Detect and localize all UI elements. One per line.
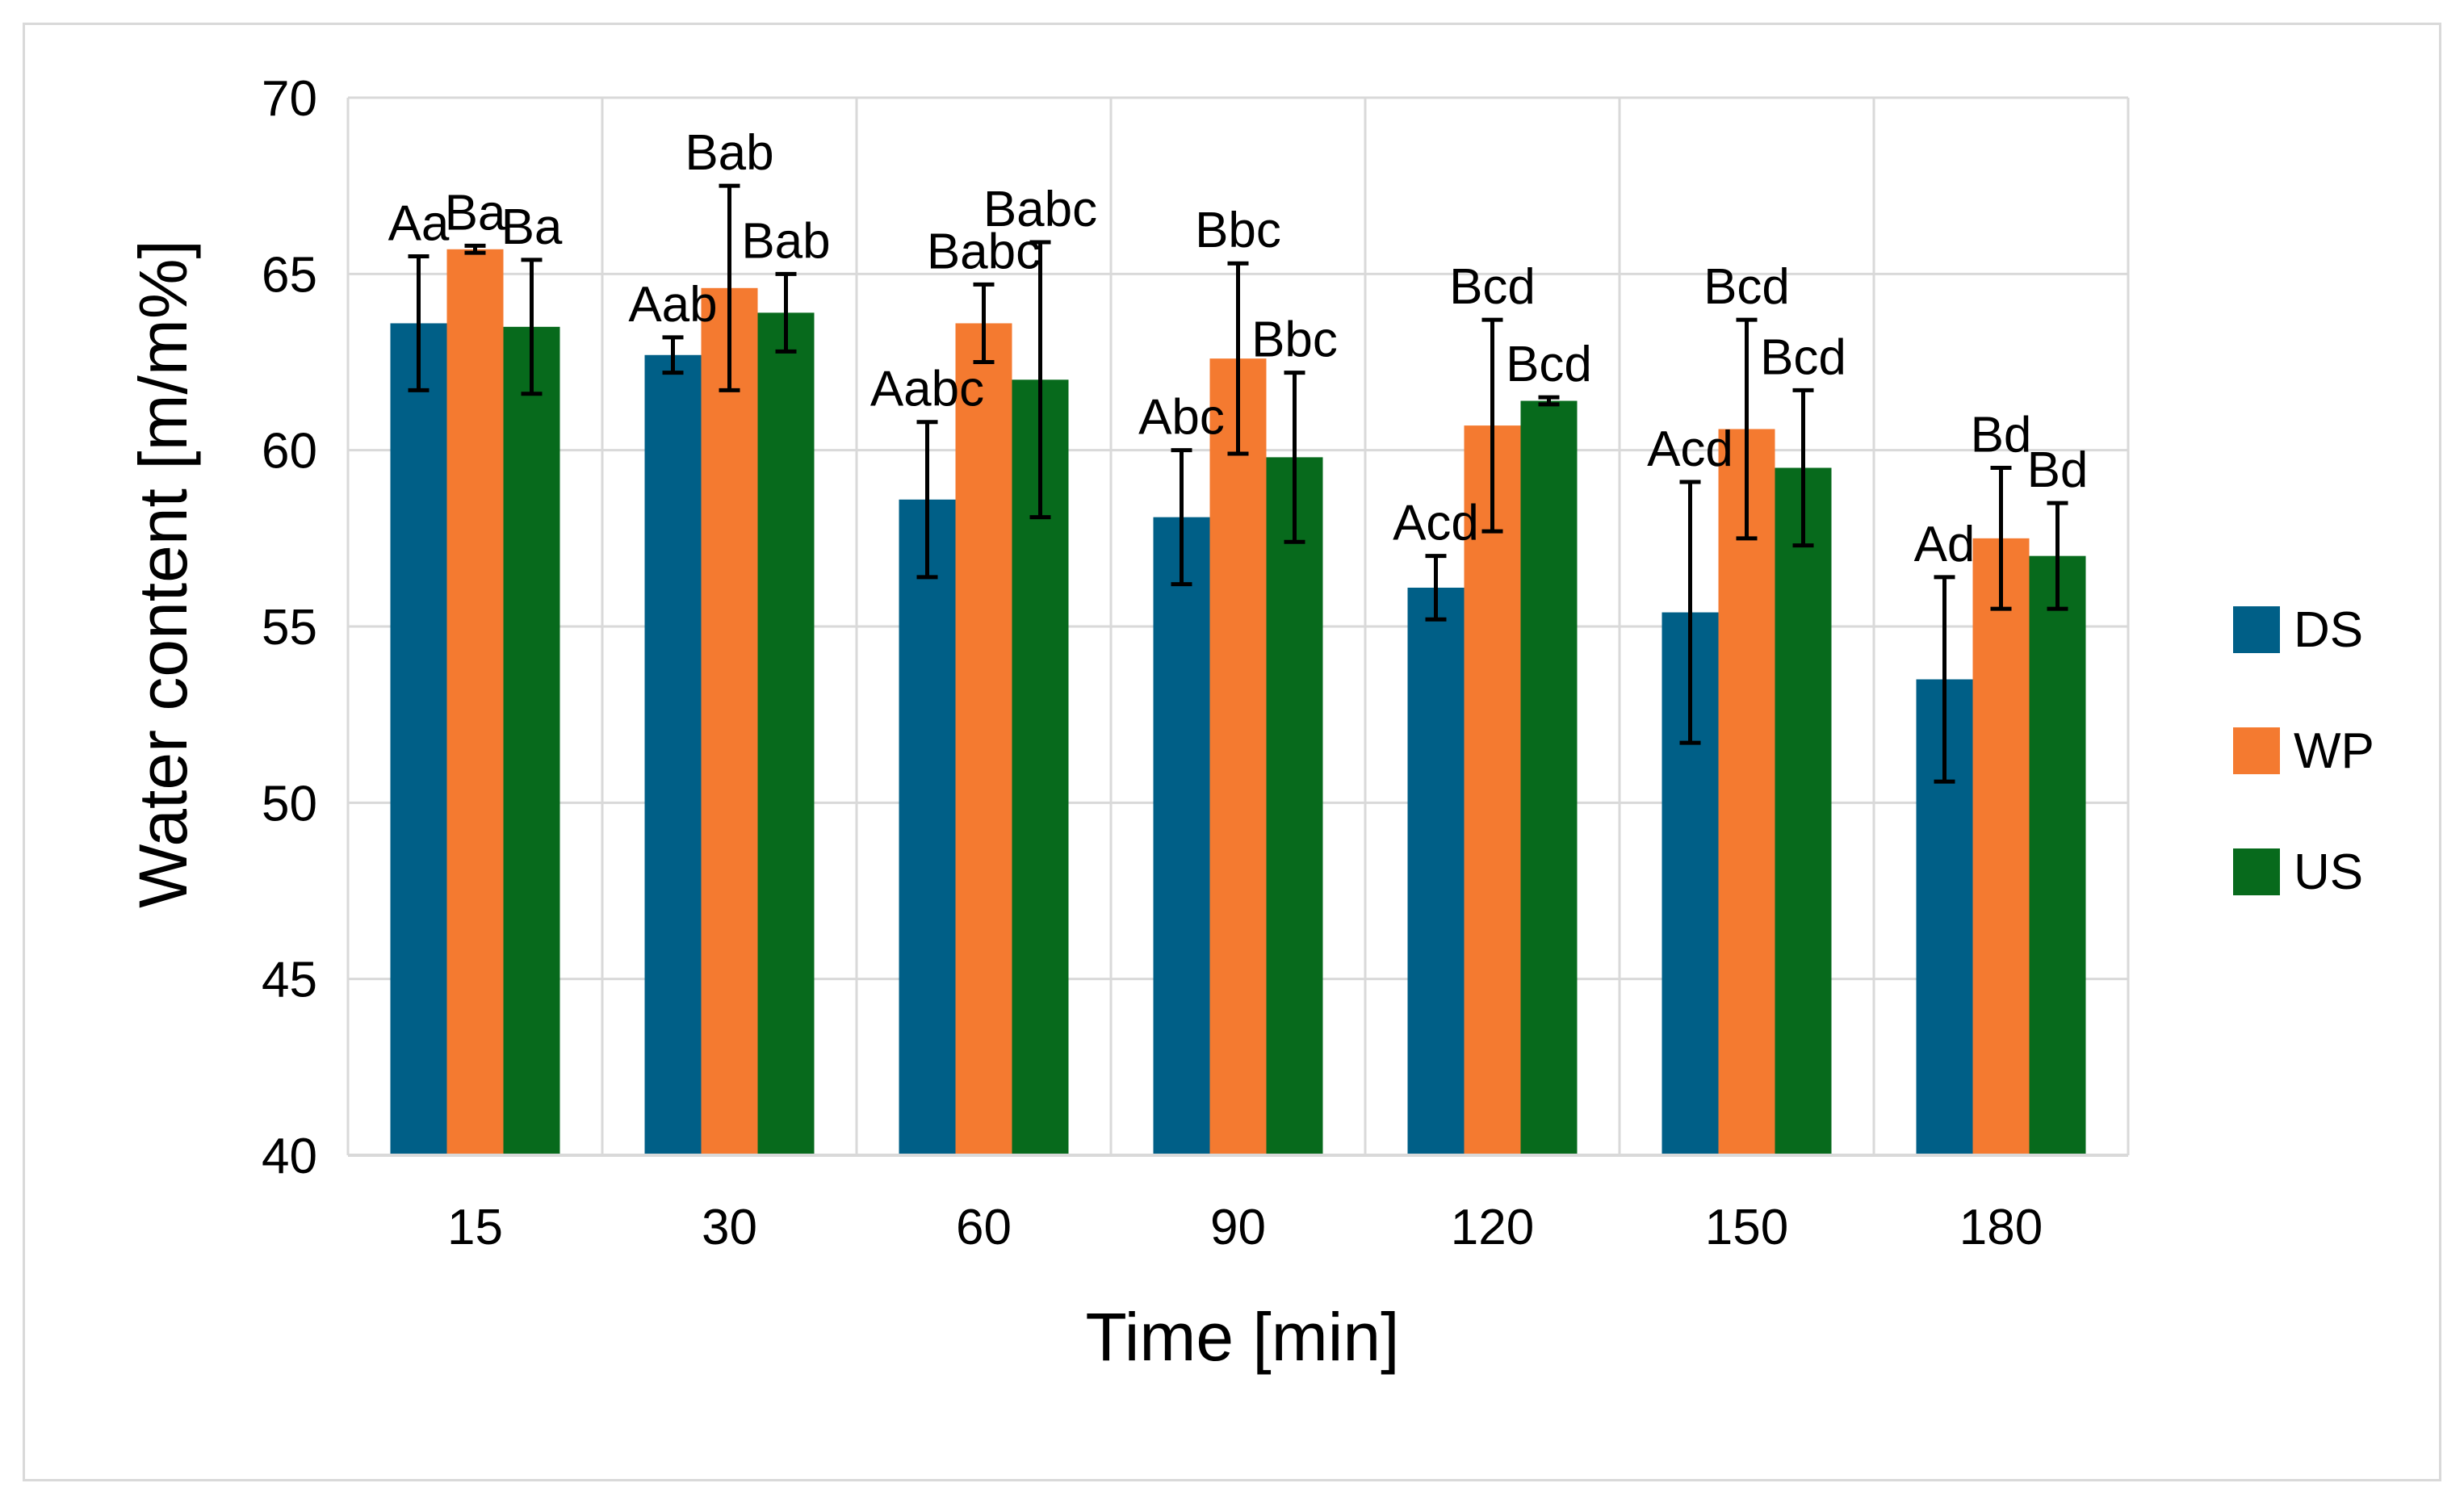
y-tick-label: 60 [262, 424, 317, 480]
bar-wp [446, 249, 504, 1156]
y-axis-title: Water content [m/m%] [125, 240, 201, 908]
x-tick-label: 180 [1959, 1200, 2043, 1255]
significance-label: Bcd [1449, 259, 1536, 315]
significance-label: Babc [927, 224, 1041, 279]
y-tick-label: 55 [262, 600, 317, 656]
x-tick-label: 60 [956, 1200, 1012, 1255]
significance-label: Ba [501, 199, 563, 255]
y-tick-label: 65 [262, 247, 317, 303]
legend-label-wp: WP [2294, 723, 2374, 779]
y-tick-label: 45 [262, 953, 317, 1008]
legend-swatch-us [2233, 848, 2280, 895]
significance-label: Bcd [1703, 259, 1790, 315]
significance-label-layer: AaBaBaAabBabBabAabcBabcBabcAbcBbcBbcAcdB… [388, 125, 2089, 572]
legend-label-us: US [2294, 844, 2363, 900]
y-tick-label: 40 [262, 1129, 317, 1184]
significance-label: Bcd [1760, 329, 1846, 385]
x-axis-title: Time [min] [1086, 1299, 1400, 1375]
significance-label: Babc [983, 182, 1097, 237]
bar-ds [644, 354, 702, 1155]
axis-layer: 40 45 50 55 60 65 70 15 30 60 90 120 150 180 [262, 71, 2128, 1255]
legend-label-ds: DS [2294, 602, 2363, 658]
significance-label: Acd [1647, 421, 1733, 477]
bar-wp [1718, 429, 1775, 1155]
significance-label: Bbc [1195, 203, 1281, 258]
bar-chart: AaBaBaAabBabBabAabcBabcBabcAbcBbcBbcAcdB… [125, 71, 2374, 1375]
chart-frame: Aa Ba Ba Aab Bab Bab Aabc Babc Babc Abc Bbc Bbc Acd B… [23, 23, 2441, 1481]
significance-label: Bbc [1251, 312, 1338, 368]
bar-wp [1209, 358, 1267, 1156]
significance-label: Bab [685, 125, 773, 181]
significance-label: Bcd [1506, 337, 1592, 392]
error-bar-layer [408, 183, 2068, 784]
significance-label: Aabc [870, 362, 984, 417]
bar-wp [701, 287, 758, 1155]
x-tick-label: 150 [1705, 1200, 1788, 1255]
legend: DS WP US [2233, 602, 2374, 900]
x-tick-label: 90 [1210, 1200, 1266, 1255]
significance-label: Bab [741, 213, 830, 269]
x-tick-label: 15 [447, 1200, 503, 1255]
significance-label: Bd [2027, 442, 2089, 498]
bar-ds [1153, 517, 1210, 1155]
significance-label: Acd [1393, 496, 1479, 551]
bar-ds [1407, 587, 1465, 1155]
y-tick-label: 70 [262, 71, 317, 127]
bar-ds [899, 499, 956, 1155]
significance-label: Aab [628, 277, 717, 333]
bar-us [1520, 400, 1578, 1155]
bar-wp [955, 323, 1012, 1155]
bar-us [1266, 457, 1323, 1155]
bar-us [2029, 555, 2086, 1155]
bar-us [757, 312, 815, 1155]
significance-label: Ad [1914, 517, 1976, 572]
bar-us [1775, 467, 1832, 1155]
legend-swatch-wp [2233, 727, 2280, 774]
x-tick-label: 30 [702, 1200, 757, 1255]
significance-label: Aa [388, 196, 450, 252]
significance-label: Bd [1971, 408, 2032, 463]
bar-ds [390, 323, 447, 1155]
bar-wp [1972, 538, 2030, 1155]
legend-swatch-ds [2233, 606, 2280, 653]
bar-us [503, 326, 560, 1155]
bar-wp [1464, 425, 1521, 1155]
significance-label: Abc [1138, 390, 1225, 446]
bar-layer [390, 249, 2086, 1156]
x-tick-label: 120 [1451, 1200, 1534, 1255]
significance-label: Ba [445, 185, 506, 241]
y-tick-label: 50 [262, 776, 317, 832]
